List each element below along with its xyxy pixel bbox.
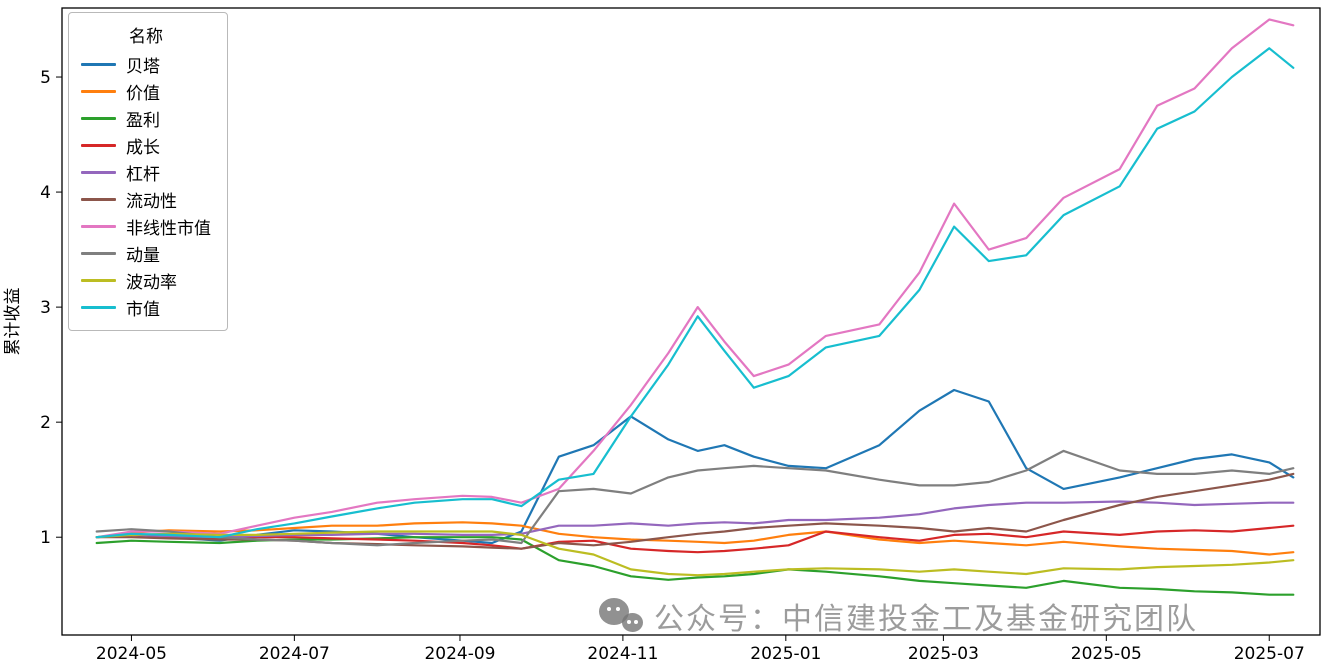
legend-item: 价值	[81, 78, 211, 105]
y-tick-label: 3	[40, 298, 51, 318]
legend: 名称 贝塔价值盈利成长杠杆流动性非线性市值动量波动率市值	[68, 12, 228, 331]
series-line-贝塔	[95, 388, 1295, 545]
x-tick-label: 2024-07	[259, 644, 330, 664]
series-line-成长	[95, 524, 1295, 554]
legend-line-swatch	[81, 225, 116, 228]
watermark-text: 公众号：中信建投金工及基金研究团队	[654, 602, 1198, 637]
legend-title: 名称	[129, 27, 163, 47]
x-tick-label: 2025-05	[1071, 644, 1142, 664]
x-tick-label: 2024-05	[96, 644, 167, 664]
series-line-市值	[95, 47, 1295, 539]
legend-item: 成长	[81, 132, 211, 159]
y-tick-label: 5	[40, 68, 51, 88]
legend-label: 非线性市值	[126, 219, 211, 239]
x-tick-label: 2025-01	[750, 644, 821, 664]
legend-label: 成长	[126, 138, 160, 158]
legend-line-swatch	[81, 90, 116, 93]
legend-line-swatch	[81, 63, 116, 66]
x-tick-label: 2025-03	[908, 644, 979, 664]
x-tick-label: 2025-07	[1234, 644, 1305, 664]
legend-label: 波动率	[126, 273, 177, 293]
y-tick-label: 4	[40, 183, 51, 203]
series-line-波动率	[95, 530, 1295, 577]
legend-item: 非线性市值	[81, 213, 211, 240]
axes-border	[61, 7, 1321, 636]
wechat-bubble-small	[622, 613, 643, 632]
legend-label: 流动性	[126, 192, 177, 212]
legend-line-swatch	[81, 171, 116, 174]
series-line-非线性市值	[95, 18, 1295, 539]
y-tick-label: 1	[40, 528, 51, 548]
legend-item: 波动率	[81, 267, 211, 294]
legend-label: 杠杆	[126, 165, 160, 185]
legend-label: 市值	[126, 300, 160, 320]
legend-item: 市值	[81, 294, 211, 321]
legend-line-swatch	[81, 306, 116, 309]
x-tick-label: 2024-11	[587, 644, 658, 664]
y-tick-label: 2	[40, 413, 51, 433]
series-line-价值	[95, 521, 1295, 556]
series-line-杠杆	[95, 500, 1295, 539]
legend-line-swatch	[81, 252, 116, 255]
legend-label: 价值	[126, 84, 160, 104]
legend-item: 流动性	[81, 186, 211, 213]
wechat-logo-icon	[598, 596, 644, 636]
legend-item: 盈利	[81, 105, 211, 132]
legend-item: 杠杆	[81, 159, 211, 186]
y-axis-label: 累计收益	[3, 288, 23, 356]
legend-line-swatch	[81, 117, 116, 120]
series-line-动量	[95, 449, 1295, 547]
x-tick-label: 2024-09	[424, 644, 495, 664]
series-line-盈利	[95, 536, 1295, 596]
legend-item: 动量	[81, 240, 211, 267]
legend-line-swatch	[81, 198, 116, 201]
legend-line-swatch	[81, 144, 116, 147]
legend-label: 盈利	[126, 111, 160, 131]
legend-label: 动量	[126, 246, 160, 266]
legend-item: 贝塔	[81, 51, 211, 78]
legend-items: 贝塔价值盈利成长杠杆流动性非线性市值动量波动率市值	[81, 51, 211, 321]
legend-line-swatch	[81, 279, 116, 282]
legend-label: 贝塔	[126, 57, 160, 77]
watermark: 公众号：中信建投金工及基金研究团队	[598, 594, 1198, 638]
